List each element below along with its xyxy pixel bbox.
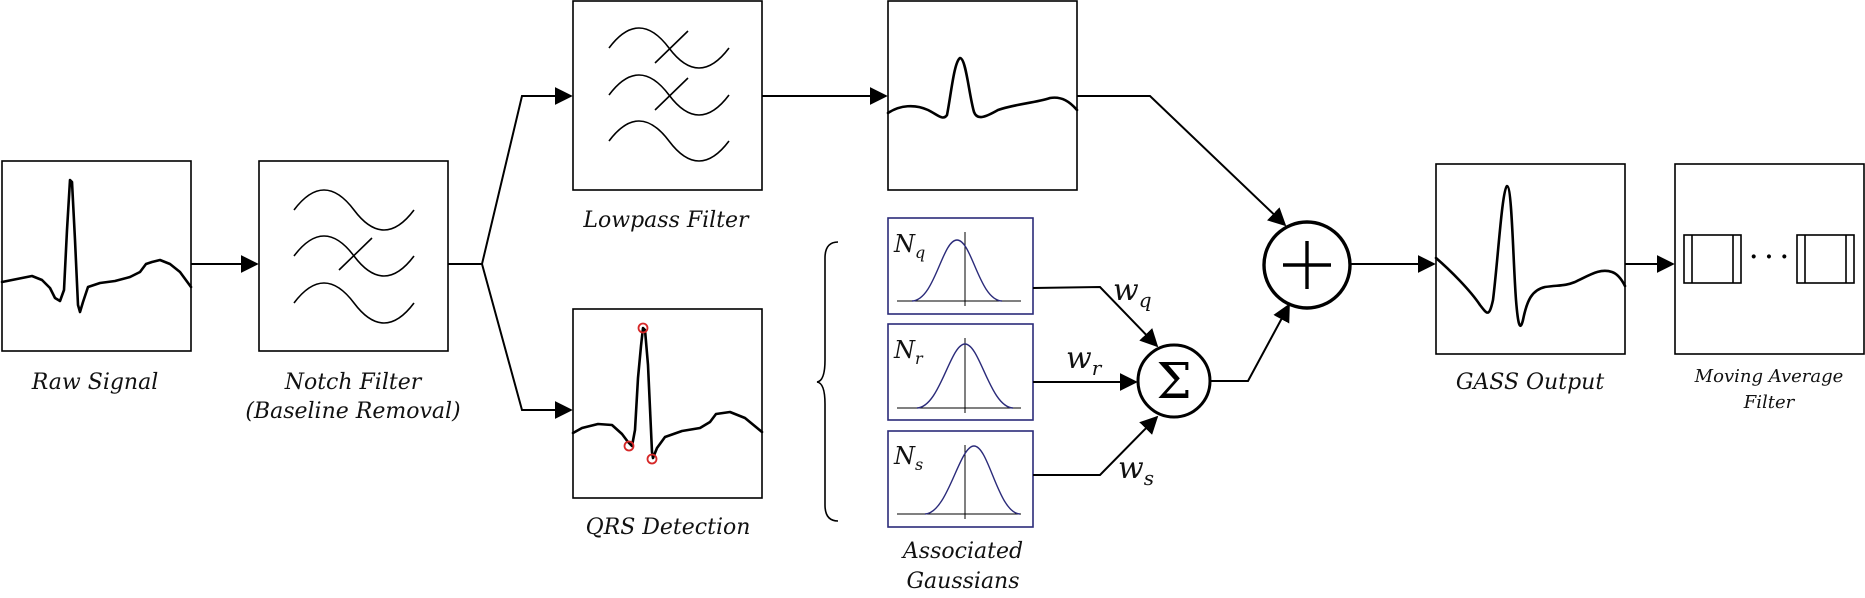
notch-strike-icon <box>338 237 373 271</box>
lowpass-strike-1-icon <box>654 30 689 64</box>
notch-filter-label-line1: Notch Filter <box>284 370 423 395</box>
connectors <box>191 87 1675 476</box>
lowpass-output-waveform <box>886 56 1079 119</box>
notch-wave-1 <box>293 189 415 231</box>
gass-output-waveform <box>1434 184 1627 327</box>
lowpass-wave-3 <box>608 120 730 162</box>
weight-r-label: wr <box>1066 341 1103 380</box>
raw-signal-label: Raw Signal <box>31 370 159 395</box>
gaussian-q-block: Nq <box>887 217 1034 315</box>
arrow-lowpass-output-to-plus <box>1077 95 1287 227</box>
qrs-detection-label: QRS Detection <box>586 515 751 540</box>
arrow-notch-to-lowpass <box>448 87 573 265</box>
r-peak-marker-icon <box>637 322 649 334</box>
sum-symbol-icon: Σ <box>1156 352 1191 410</box>
arrow-sum-to-plus <box>1210 303 1290 382</box>
lowpass-filter-label: Lowpass Filter <box>582 208 750 233</box>
gaussian-r-block: Nr <box>887 323 1034 421</box>
gass-output-label: GASS Output <box>1456 370 1605 395</box>
weight-q-label: wq <box>1113 273 1152 312</box>
qrs-detection-block: QRS Detection <box>571 308 764 540</box>
moving-average-block: · · · Moving Average Filter <box>1674 163 1865 413</box>
notch-filter-label-line2: (Baseline Removal) <box>245 399 460 424</box>
associated-gaussians-label-line2: Gaussians <box>906 569 1019 594</box>
gaussian-r-symbol: Nr <box>893 336 924 368</box>
notch-wave-3 <box>293 282 415 324</box>
qrs-detection-box <box>572 308 763 499</box>
gaussian-group-brace-icon <box>816 241 839 522</box>
gass-output-block: GASS Output <box>1434 163 1627 395</box>
raw-signal-box <box>1 160 192 352</box>
lowpass-wave-2 <box>608 74 730 116</box>
gaussian-s-box <box>887 430 1034 528</box>
lowpass-output-block <box>886 0 1079 191</box>
associated-gaussians-label-line1: Associated <box>901 539 1023 564</box>
sum-node: Σ <box>1136 343 1212 419</box>
gaussian-r-curve <box>916 343 1014 409</box>
gaussian-s-symbol: Ns <box>893 442 923 474</box>
ma-ellipsis-icon: · · · <box>1750 244 1788 270</box>
gaussian-r-box <box>887 323 1034 421</box>
moving-average-label-line1: Moving Average <box>1694 366 1844 387</box>
gass-output-box <box>1435 163 1626 355</box>
gaussian-s-block: Ns <box>887 430 1034 528</box>
raw-ecg-waveform <box>0 178 193 314</box>
ma-window-left-icon <box>1683 234 1742 284</box>
lowpass-strike-2-icon <box>654 77 689 111</box>
gaussian-q-curve <box>911 239 1003 302</box>
notch-filter-block: Notch Filter (Baseline Removal) <box>245 160 461 424</box>
gaussian-q-symbol: Nq <box>893 230 925 262</box>
lowpass-wave-1 <box>608 27 730 69</box>
raw-signal-block: Raw Signal <box>0 160 193 395</box>
s-point-marker-icon <box>646 453 658 465</box>
lowpass-filter-box <box>572 0 763 191</box>
qrs-ecg-waveform <box>571 326 764 460</box>
weight-s-label: ws <box>1118 451 1154 490</box>
arrow-gaussian-s-to-sum <box>1033 415 1159 476</box>
gaussian-q-box <box>887 217 1034 315</box>
gaussian-s-curve <box>924 445 1021 515</box>
moving-average-label-line2: Filter <box>1743 392 1796 413</box>
arrow-notch-to-qrs <box>481 263 573 419</box>
arrow-gaussian-q-to-sum <box>1032 285 1159 348</box>
ma-window-right-icon <box>1796 234 1855 284</box>
plus-node <box>1262 220 1352 310</box>
q-point-marker-icon <box>623 440 635 452</box>
lowpass-filter-block: Lowpass Filter <box>572 0 763 233</box>
lowpass-output-box <box>887 0 1078 191</box>
